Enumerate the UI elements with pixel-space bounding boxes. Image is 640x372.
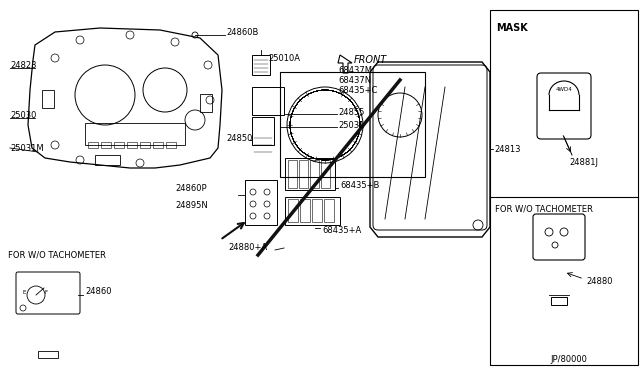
Bar [38, 351, 58, 358]
Text: 25031M: 25031M [10, 144, 44, 153]
Bar [490, 10, 638, 365]
Text: 4WD4: 4WD4 [556, 87, 573, 92]
Bar [140, 142, 150, 148]
Text: 68435+A: 68435+A [322, 225, 361, 234]
Text: 25031: 25031 [338, 121, 364, 129]
Text: 24880+A: 24880+A [228, 244, 267, 253]
Bar [252, 55, 270, 75]
Bar [310, 160, 319, 188]
Bar [288, 160, 297, 188]
Text: 25010A: 25010A [268, 54, 300, 62]
Text: FRONT: FRONT [354, 55, 387, 65]
Bar [85, 123, 185, 145]
Text: 24850: 24850 [226, 134, 252, 142]
Text: MASK: MASK [496, 23, 528, 33]
Bar [288, 199, 298, 222]
Bar [166, 142, 176, 148]
Text: 24860B: 24860B [226, 28, 259, 36]
Text: F: F [44, 289, 47, 295]
Bar [321, 160, 330, 188]
Text: FOR W/O TACHOMETER: FOR W/O TACHOMETER [495, 205, 593, 214]
Bar [42, 90, 54, 108]
Bar [299, 160, 308, 188]
Text: 24855: 24855 [338, 108, 364, 116]
Text: 68435+B: 68435+B [340, 180, 380, 189]
Text: 24860: 24860 [85, 288, 111, 296]
Text: E: E [22, 289, 26, 295]
Text: 24895N: 24895N [175, 201, 208, 209]
Text: JP/80000: JP/80000 [550, 356, 587, 365]
Text: FOR W/O TACHOMETER: FOR W/O TACHOMETER [8, 250, 106, 260]
Text: 68437M: 68437M [338, 65, 372, 74]
Text: 68435+C: 68435+C [338, 86, 378, 94]
Bar [200, 94, 212, 112]
Text: 68437N: 68437N [338, 76, 371, 84]
Bar [252, 117, 274, 145]
Bar [300, 199, 310, 222]
Text: 24823: 24823 [10, 61, 36, 70]
Bar [551, 297, 567, 305]
Bar [88, 142, 98, 148]
Bar [280, 72, 425, 177]
Bar [95, 155, 120, 165]
Bar [324, 199, 334, 222]
Text: 25030: 25030 [10, 110, 36, 119]
Text: 24880: 24880 [586, 276, 612, 285]
Text: 24860P: 24860P [175, 183, 207, 192]
Text: 24813: 24813 [494, 144, 520, 154]
Bar [101, 142, 111, 148]
Bar [285, 197, 340, 225]
Bar [114, 142, 124, 148]
Bar [312, 199, 322, 222]
Bar [127, 142, 137, 148]
Bar [285, 158, 335, 190]
Text: 24881J: 24881J [569, 157, 598, 167]
Bar [252, 87, 284, 115]
Bar [245, 180, 277, 225]
Bar [153, 142, 163, 148]
